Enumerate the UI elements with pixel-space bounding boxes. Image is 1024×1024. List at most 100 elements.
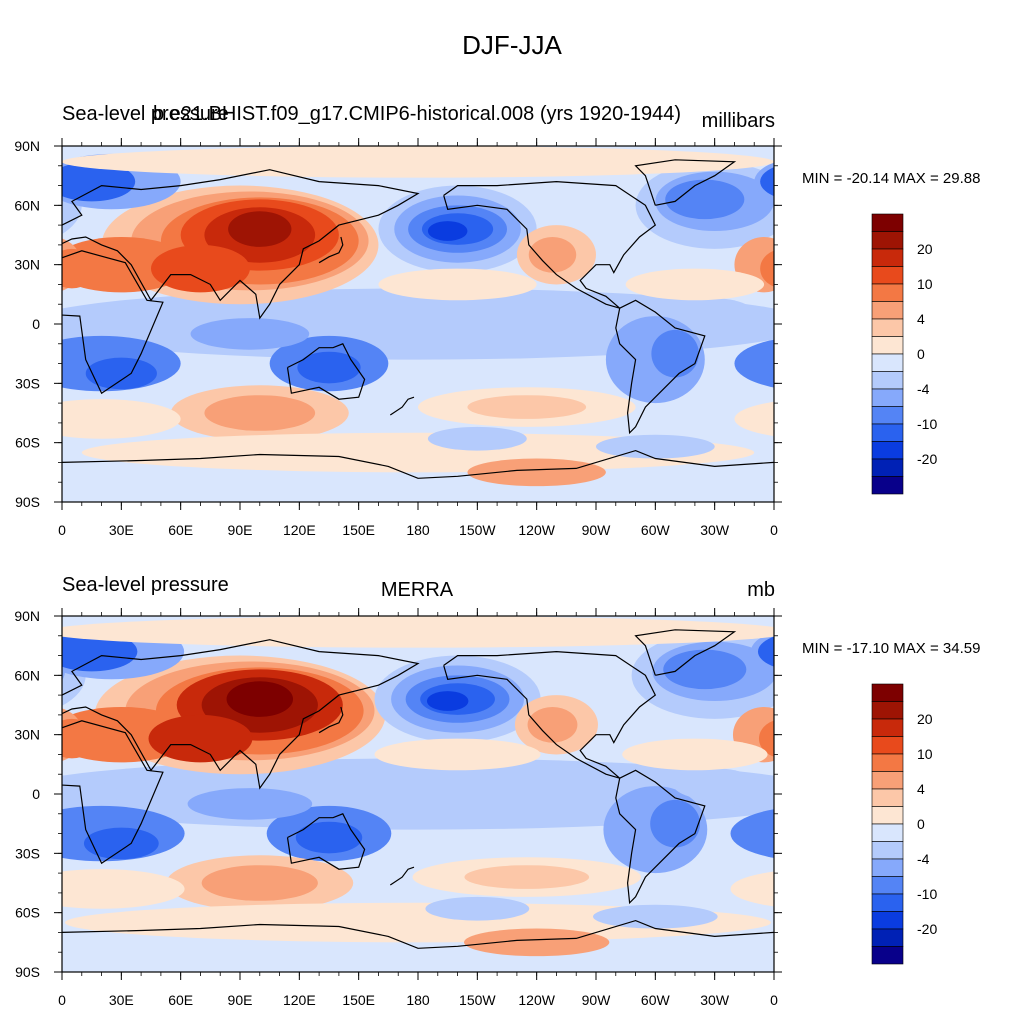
coastlines (62, 159, 774, 479)
coastline (286, 813, 366, 870)
coastline (62, 449, 774, 479)
lon-tick-label: 150W (459, 992, 496, 1008)
map-panel-2: 90N 60N 30N 0 30S 60S 90S 0 30E 60E 90E 120E 150E 180… (14, 608, 937, 1008)
colorbar-label: -4 (917, 851, 930, 867)
lon-tick-label: 30W (700, 992, 730, 1008)
lat-tick-label: 30N (14, 727, 40, 743)
colorbar-cell (871, 701, 904, 720)
lat-tick-label: 90N (14, 608, 40, 624)
lon-tick-label: 150W (459, 522, 496, 538)
colorbar-cell (871, 683, 904, 702)
colorbar-cell (871, 911, 904, 930)
coastline (615, 299, 706, 435)
coastline (62, 720, 164, 865)
colorbar-cell (871, 946, 904, 965)
coastline (318, 236, 344, 264)
coastline (389, 866, 415, 886)
lat-tick-label: 60S (15, 905, 40, 921)
lat-tick-label: 60S (15, 435, 40, 451)
panel1-variable-label: Sea-level pressure (62, 103, 229, 125)
colorbar-cell (871, 858, 904, 877)
colorbar-label: 20 (917, 711, 933, 727)
colorbar-label: 10 (917, 276, 933, 292)
colorbar-cell (871, 336, 904, 355)
colorbar-label: -20 (917, 451, 937, 467)
colorbar-label: 4 (917, 311, 925, 327)
lon-tick-label: 150E (342, 992, 375, 1008)
colorbar-cell (871, 441, 904, 460)
colorbar-label: -10 (917, 416, 937, 432)
colorbar-label: 20 (917, 241, 933, 257)
lat-tick-label: 90N (14, 138, 40, 154)
colorbar-label: -4 (917, 381, 930, 397)
lon-tick-label: 90W (582, 992, 612, 1008)
colorbar-cell (871, 406, 904, 425)
lon-tick-label: 60W (641, 522, 671, 538)
lon-tick-label: 120W (518, 522, 555, 538)
lon-tick-label: 60W (641, 992, 671, 1008)
lon-tick-label: 0 (58, 522, 66, 538)
colorbar-cell (871, 318, 904, 337)
lon-tick-label: 90W (582, 522, 612, 538)
lat-tick-label: 30S (15, 845, 40, 861)
colorbar-cell (871, 231, 904, 250)
lon-tick-label: 120W (518, 992, 555, 1008)
lon-tick-label: 120E (283, 522, 316, 538)
lat-tick-label: 0 (32, 786, 40, 802)
lon-tick-label: 90E (228, 992, 253, 1008)
coastline (62, 639, 420, 790)
colorbar-cell (871, 283, 904, 302)
pressure-field (62, 146, 774, 502)
colorbar: 20 10 4 0 -4 -10 -20 (871, 213, 937, 495)
lon-tick-label: 120E (283, 992, 316, 1008)
colorbar: 20 10 4 0 -4 -10 -20 (871, 683, 937, 965)
colorbar-cell (871, 388, 904, 407)
colorbar-cell (871, 213, 904, 232)
coastline (443, 650, 657, 779)
lat-tick-label: 30S (15, 375, 40, 391)
coastline (389, 396, 415, 416)
colorbar-cell (871, 893, 904, 912)
lat-tick-label: 90S (15, 964, 40, 980)
panel1-units-label: millibars (701, 110, 775, 132)
coastline (286, 343, 366, 400)
lat-tick-label: 0 (32, 316, 40, 332)
colorbar-cell (871, 928, 904, 947)
colorbar-cell (871, 788, 904, 807)
colorbar-label: -10 (917, 886, 937, 902)
coastline (634, 159, 737, 206)
lat-tick-label: 90S (15, 494, 40, 510)
colorbar-cell (871, 823, 904, 842)
coastline (634, 629, 737, 676)
colorbar-cell (871, 841, 904, 860)
colorbar-cell (871, 301, 904, 320)
lon-tick-label: 90E (228, 522, 253, 538)
figure-title: DJF-JJA (462, 30, 562, 60)
coastlines (62, 629, 774, 949)
panel2-variable-label: Sea-level pressure (62, 574, 229, 596)
lon-tick-label: 0 (770, 522, 778, 538)
lon-tick-label: 60E (168, 992, 193, 1008)
colorbar-cell (871, 718, 904, 737)
lon-tick-label: 30W (700, 522, 730, 538)
colorbar-cell (871, 476, 904, 495)
coastline (318, 706, 344, 734)
lat-tick-label: 60N (14, 667, 40, 683)
colorbar-cell (871, 423, 904, 442)
colorbar-cell (871, 353, 904, 372)
panel2-units-label: mb (747, 579, 775, 601)
panel1-minmax: MIN = -20.14 MAX = 29.88 (802, 170, 981, 187)
colorbar-cell (871, 753, 904, 772)
colorbar-cell (871, 876, 904, 895)
lon-tick-label: 30E (109, 522, 134, 538)
panel1-case-label: b.e21.BHIST.f09_g17.CMIP6-historical.008… (152, 103, 682, 125)
colorbar-cell (871, 771, 904, 790)
lon-tick-label: 180 (406, 522, 430, 538)
lat-tick-label: 60N (14, 197, 40, 213)
colorbar-cell (871, 736, 904, 755)
colorbar-label: 4 (917, 781, 925, 797)
colorbar-label: 10 (917, 746, 933, 762)
coastline (62, 919, 774, 949)
lon-tick-label: 180 (406, 992, 430, 1008)
